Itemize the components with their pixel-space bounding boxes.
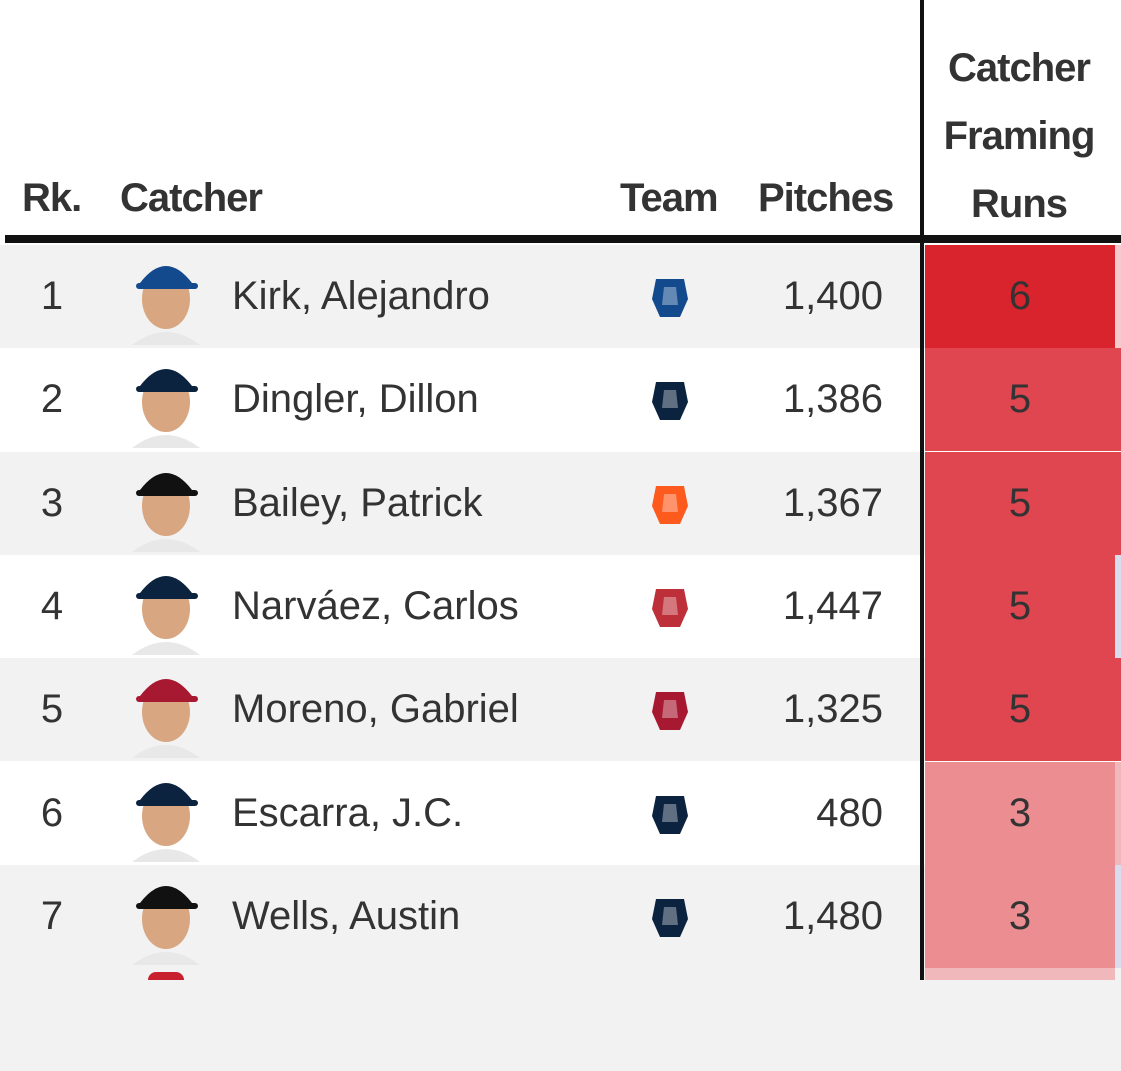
headshot-art <box>132 369 200 449</box>
rank: 1 <box>40 274 64 318</box>
framing-cell: 3 <box>925 864 1115 968</box>
player-name: Narváez, Carlos <box>232 583 519 628</box>
headshot <box>130 249 202 345</box>
headshot-art <box>132 472 200 552</box>
headshot <box>130 869 202 965</box>
rank: 3 <box>40 480 64 525</box>
framing-cell: 5 <box>925 348 1115 452</box>
framing-cell: 6 <box>925 245 1115 348</box>
headshot-art <box>132 266 200 345</box>
pitches: 1,325 <box>782 687 883 732</box>
framing-cell <box>925 968 1115 980</box>
header-framing: Catcher Framing Runs <box>943 46 1096 226</box>
player-name: Moreno, Gabriel <box>232 687 519 732</box>
header-pitches: Pitches <box>758 176 894 220</box>
headshot-art <box>132 575 200 655</box>
team-logo <box>642 895 698 941</box>
pitches: 480 <box>816 790 883 835</box>
rank: 6 <box>40 790 64 835</box>
table-row: 7 Wells, Austin 1,480 3 <box>0 864 1121 968</box>
table-row: 6 Escarra, J.C. 480 3 <box>0 761 1121 865</box>
rank: 4 <box>40 583 64 628</box>
team-logo <box>642 275 698 321</box>
player-name: Escarra, J.C. <box>232 790 464 835</box>
team-logo <box>642 482 698 528</box>
table-row: 2 Dingler, Dillon 1,386 5 <box>0 348 1121 452</box>
framing-cell: 5 <box>925 451 1115 555</box>
team-logo <box>642 688 698 734</box>
framing-cell: 5 <box>925 554 1115 658</box>
next-column <box>1115 348 1121 452</box>
header-rule <box>5 235 1121 243</box>
team-logo <box>642 378 698 424</box>
logo-art <box>652 692 688 731</box>
rank: 7 <box>40 893 64 938</box>
rank: 2 <box>40 377 64 422</box>
player-name: Wells, Austin <box>232 893 461 938</box>
logo-art <box>652 382 688 421</box>
table-row: 4 Narváez, Carlos 1,447 5 <box>0 554 1121 658</box>
player-name: Dingler, Dillon <box>232 377 479 422</box>
logo-art <box>652 485 688 524</box>
header-team: Team <box>620 176 719 220</box>
divider <box>920 0 924 980</box>
table-row: 5 Moreno, Gabriel 1,325 5 <box>0 658 1121 762</box>
next-column <box>1115 245 1121 348</box>
player-name: Bailey, Patrick <box>232 480 483 525</box>
headshot <box>130 766 202 862</box>
player-name: Kirk, Alejandro <box>232 274 490 318</box>
rank: 5 <box>40 687 64 732</box>
team-logo <box>642 585 698 631</box>
header-rank: Rk. <box>22 176 82 220</box>
pitches: 1,400 <box>782 274 883 318</box>
next-column <box>1115 451 1121 555</box>
pitches: 1,367 <box>782 480 883 525</box>
row-partial <box>0 968 1121 1071</box>
headshot-art <box>132 782 200 862</box>
pitches: 1,480 <box>782 893 883 938</box>
next-column <box>1115 554 1121 658</box>
headshot-art <box>132 679 200 759</box>
next-column <box>1115 761 1121 865</box>
pitches: 1,386 <box>782 377 883 422</box>
logo-art <box>652 588 688 627</box>
logo-art <box>652 279 688 317</box>
next-column <box>1115 658 1121 762</box>
header-catcher: Catcher <box>120 176 263 220</box>
framing-cell: 3 <box>925 761 1115 865</box>
headshot <box>148 972 184 980</box>
headshot-art <box>132 885 200 965</box>
next-column <box>1115 864 1121 968</box>
headshot <box>130 662 202 759</box>
table-row: 3 Bailey, Patrick 1,367 5 <box>0 451 1121 555</box>
team-logo <box>642 792 698 838</box>
headshot <box>130 559 202 655</box>
headshot <box>130 352 202 449</box>
framing-cell: 5 <box>925 658 1115 762</box>
table-row: 1 Kirk, Alejandro 1,400 6 <box>0 245 1121 348</box>
logo-art <box>652 795 688 834</box>
logo-art <box>652 898 688 937</box>
pitches: 1,447 <box>782 583 883 628</box>
headshot <box>130 456 202 552</box>
